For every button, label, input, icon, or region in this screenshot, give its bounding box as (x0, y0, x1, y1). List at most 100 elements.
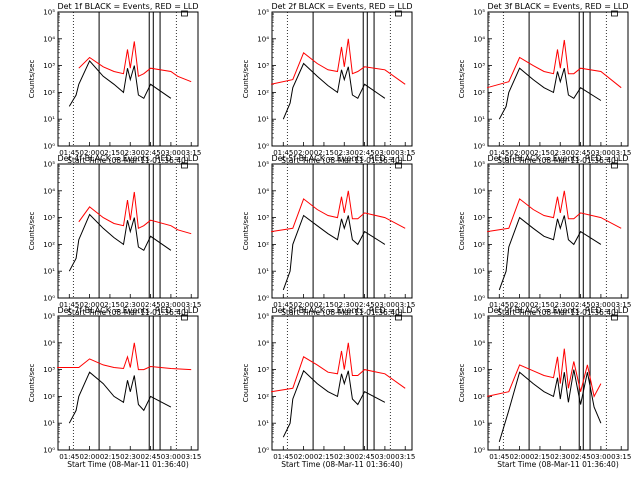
series-line-lld (271, 342, 406, 393)
y-tick-label: 10⁴ (43, 187, 55, 195)
x-tick-label: 02:00 (294, 301, 314, 309)
y-tick-label: 10¹ (43, 116, 55, 124)
box-marker (395, 162, 402, 169)
y-tick-label: 10² (43, 89, 55, 97)
y-tick-label: 10⁰ (257, 295, 269, 303)
y-tick-label: 10² (473, 393, 485, 401)
x-axis-label: Start Time (08-Mar-11 01:36:40) (497, 460, 619, 469)
y-tick-label: 10² (43, 241, 55, 249)
y-tick-label: 10² (473, 241, 485, 249)
chart-panel-6: Det 6f BLACK = Events, RED = LLD 01:45 02:… (458, 154, 631, 317)
series-line-lld (78, 41, 192, 83)
x-tick-label: 02:15 (530, 453, 550, 461)
x-axis-label: Start Time (08-Mar-11 01:36:40) (67, 308, 189, 317)
x-tick-label: 02:45 (570, 149, 590, 157)
x-tick-label: 02:00 (80, 149, 100, 157)
x-tick-label: 03:00 (161, 301, 181, 309)
y-axis-label: Counts/sec (28, 60, 36, 99)
x-tick-label: 03:15 (181, 149, 201, 157)
x-tick-label: 02:15 (314, 453, 334, 461)
y-tick-label: 10⁴ (257, 187, 269, 195)
x-axis-label: Start Time (08-Mar-11 01:36:40) (497, 156, 619, 165)
x-tick-label: 02:00 (294, 149, 314, 157)
x-axis-label: Start Time (08-Mar-11 01:36:40) (281, 460, 403, 469)
x-tick-label: 03:15 (611, 149, 631, 157)
chart-title: Det 3f BLACK = Events, RED = LLD (487, 2, 628, 11)
y-tick-label: 10³ (43, 214, 55, 222)
y-tick-label: 10⁰ (473, 143, 485, 151)
y-tick-label: 10⁰ (257, 447, 269, 455)
box-marker (181, 10, 188, 17)
x-tick-label: 02:30 (334, 453, 354, 461)
y-tick-label: 10⁰ (473, 447, 485, 455)
y-tick-label: 10⁰ (473, 295, 485, 303)
x-tick-label: 02:00 (80, 301, 100, 309)
y-tick-label: 10⁰ (257, 143, 269, 151)
y-tick-label: 10² (257, 393, 269, 401)
x-axis-label: Start Time (08-Mar-11 01:36:40) (497, 308, 619, 317)
series-line-lld (486, 39, 622, 89)
x-tick-label: 03:00 (161, 149, 181, 157)
x-axis-label: Start Time (08-Mar-11 01:36:40) (281, 308, 403, 317)
x-tick-label: 02:45 (140, 149, 160, 157)
x-tick-label: 02:45 (140, 301, 160, 309)
y-tick-label: 10³ (43, 366, 55, 374)
x-tick-label: 03:15 (395, 301, 415, 309)
chart-title: Det 6f BLACK = Events, RED = LLD (487, 154, 628, 163)
y-tick-label: 10⁰ (43, 295, 55, 303)
y-tick-label: 10¹ (473, 116, 485, 124)
x-tick-label: 02:00 (294, 453, 314, 461)
x-tick-label: 02:30 (334, 149, 354, 157)
x-tick-label: 01:45 (489, 149, 509, 157)
plot-frame (487, 11, 629, 147)
x-tick-label: 03:00 (591, 453, 611, 461)
box-marker (395, 10, 402, 17)
x-tick-label: 02:15 (314, 149, 334, 157)
x-tick-label: 03:00 (375, 149, 395, 157)
x-tick-label: 02:00 (80, 453, 100, 461)
y-tick-label: 10⁴ (257, 339, 269, 347)
x-tick-label: 01:45 (59, 149, 79, 157)
y-tick-label: 10² (257, 89, 269, 97)
x-tick-label: 01:45 (273, 453, 293, 461)
series-line-events (498, 369, 602, 443)
y-tick-label: 10⁵ (257, 313, 269, 321)
x-tick-label: 01:45 (59, 301, 79, 309)
y-tick-label: 10¹ (257, 268, 269, 276)
x-tick-label: 02:30 (120, 453, 140, 461)
y-tick-label: 10⁵ (257, 9, 269, 17)
x-tick-label: 01:45 (273, 149, 293, 157)
x-tick-label: 03:00 (591, 301, 611, 309)
x-tick-label: 02:30 (550, 301, 570, 309)
y-tick-label: 10⁵ (43, 9, 55, 17)
y-axis-label: Counts/sec (242, 60, 250, 99)
chart-title: Det 7f BLACK = Events, RED = LLD (57, 306, 198, 315)
series-line-events (498, 215, 602, 291)
x-tick-label: 02:45 (570, 301, 590, 309)
y-tick-label: 10⁵ (43, 161, 55, 169)
y-axis-label: Counts/sec (458, 364, 466, 403)
x-tick-label: 02:00 (510, 149, 530, 157)
x-tick-label: 01:45 (273, 301, 293, 309)
y-tick-label: 10⁵ (473, 9, 485, 17)
series-line-events (282, 62, 386, 120)
x-tick-label: 03:15 (395, 149, 415, 157)
x-tick-label: 01:45 (489, 301, 509, 309)
x-tick-label: 02:15 (314, 301, 334, 309)
x-axis-label: Start Time (08-Mar-11 01:36:40) (281, 156, 403, 165)
y-tick-label: 10¹ (473, 268, 485, 276)
y-tick-label: 10² (43, 393, 55, 401)
x-tick-label: 02:45 (354, 453, 374, 461)
y-axis-label: Counts/sec (28, 364, 36, 403)
x-tick-label: 01:45 (489, 453, 509, 461)
x-axis-label: Start Time (08-Mar-11 01:36:40) (67, 460, 189, 469)
y-tick-label: 10⁴ (473, 35, 485, 43)
y-axis-label: Counts/sec (28, 212, 36, 251)
series-line-events (68, 59, 172, 107)
x-tick-label: 03:00 (591, 149, 611, 157)
x-tick-label: 03:15 (395, 453, 415, 461)
y-tick-label: 10¹ (257, 116, 269, 124)
